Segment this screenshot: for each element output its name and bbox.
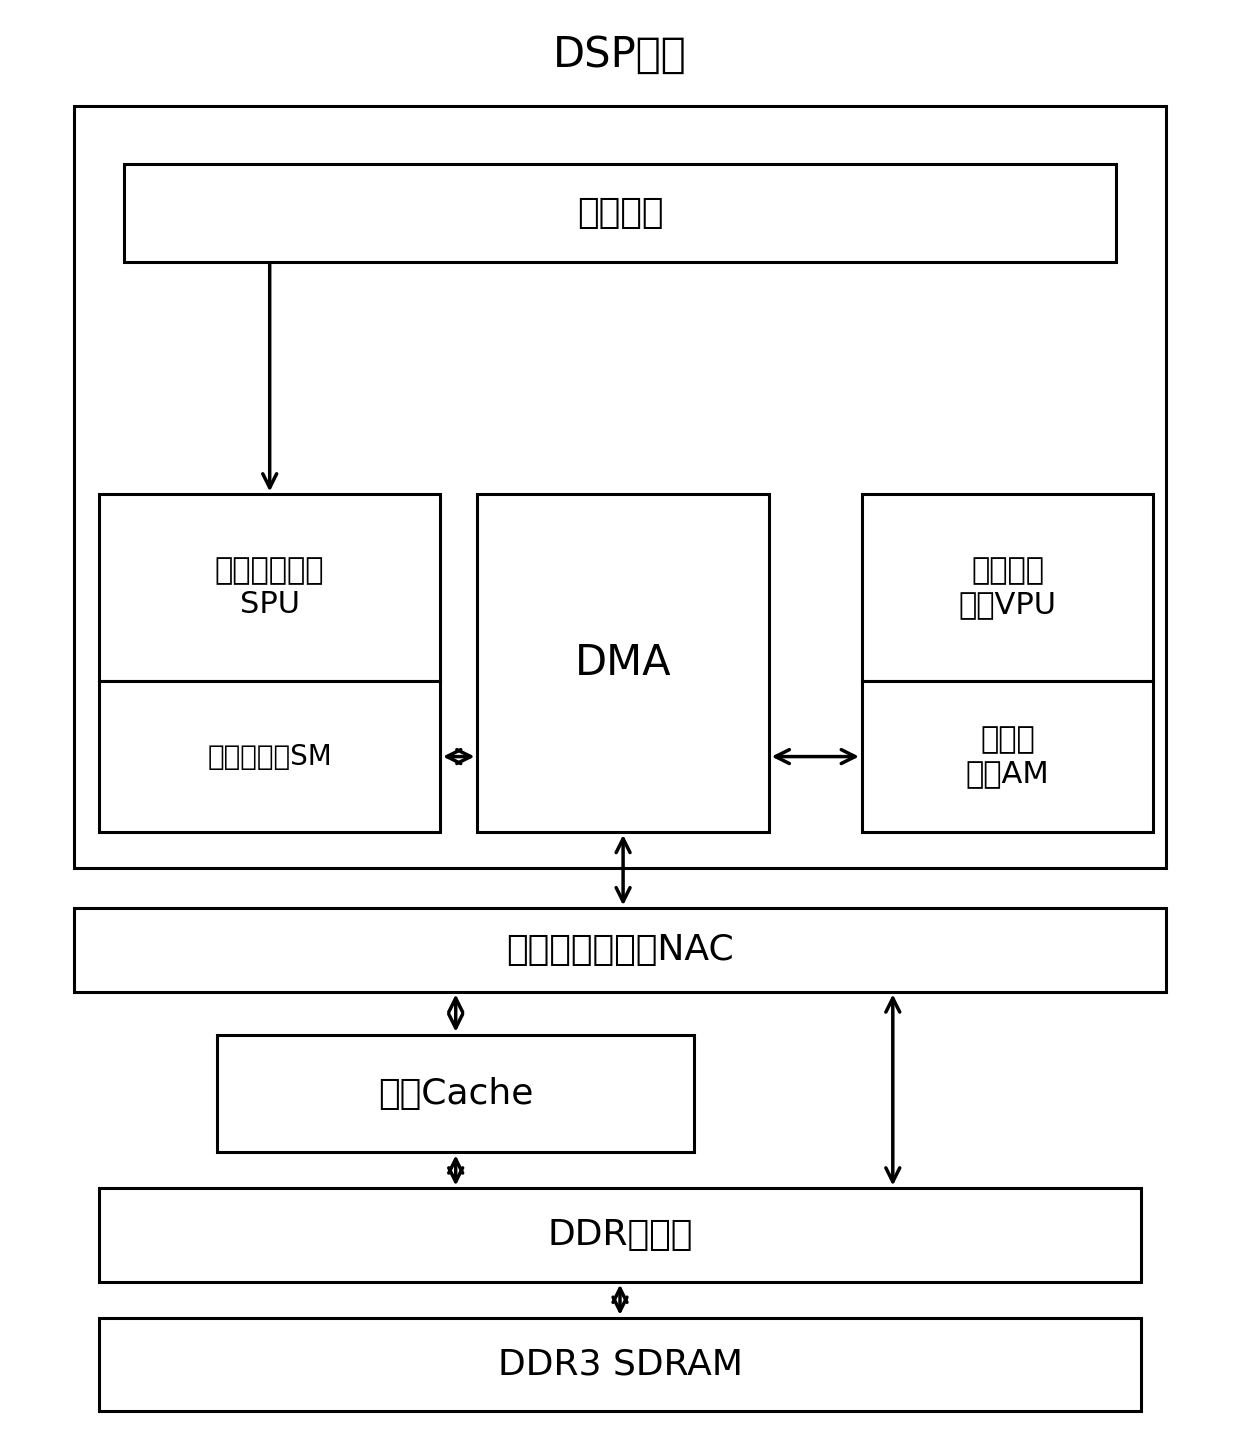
- Text: DDR控制器: DDR控制器: [547, 1219, 693, 1252]
- Bar: [99, 1188, 1141, 1282]
- Text: 标量存储器SM: 标量存储器SM: [207, 743, 332, 770]
- Text: 节点访问控制器NAC: 节点访问控制器NAC: [506, 933, 734, 967]
- Bar: [99, 1318, 1141, 1411]
- Bar: [477, 494, 769, 832]
- Bar: [99, 681, 440, 832]
- Bar: [862, 494, 1153, 681]
- Text: 标量处理单元
SPU: 标量处理单元 SPU: [215, 556, 325, 619]
- Text: 全局Cache: 全局Cache: [378, 1076, 533, 1111]
- Bar: [99, 494, 440, 681]
- Text: 向量存
储器AM: 向量存 储器AM: [966, 726, 1049, 787]
- Text: 指令派发: 指令派发: [577, 195, 663, 230]
- Bar: [124, 164, 1116, 262]
- Bar: [862, 681, 1153, 832]
- Bar: [74, 908, 1166, 992]
- Text: DMA: DMA: [575, 642, 671, 684]
- Bar: [74, 106, 1166, 868]
- Text: 向量处理
单元VPU: 向量处理 单元VPU: [959, 556, 1056, 619]
- Text: DDR3 SDRAM: DDR3 SDRAM: [497, 1348, 743, 1381]
- Bar: [217, 1035, 694, 1152]
- Text: DSP内核: DSP内核: [553, 33, 687, 76]
